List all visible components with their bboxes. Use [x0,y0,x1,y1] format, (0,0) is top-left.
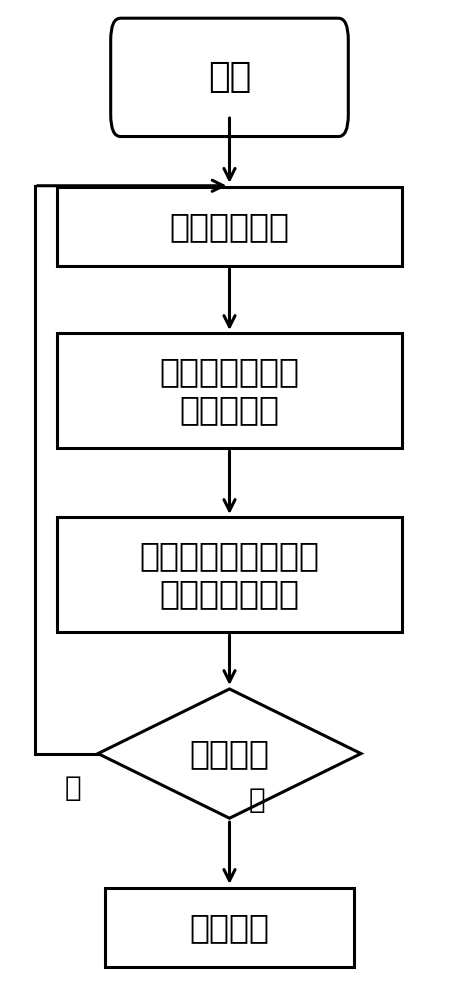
FancyBboxPatch shape [111,18,348,137]
Bar [57,517,402,632]
Text: 故障报警: 故障报警 [190,911,269,944]
Bar [57,333,402,448]
Text: 电弧判断: 电弧判断 [190,737,269,770]
Text: 开始: 开始 [208,60,251,94]
Polygon shape [98,689,361,818]
Text: 归一化熵值，计算与
聚类中心的距离: 归一化熵值，计算与 聚类中心的距离 [140,539,319,610]
Bar [105,888,354,967]
Text: 信号处理，并提
取特征向量: 信号处理，并提 取特征向量 [159,355,300,426]
Text: 否: 否 [65,774,81,802]
Text: 采集母线电流: 采集母线电流 [169,210,290,243]
Text: 是: 是 [248,786,265,814]
Bar [57,187,402,266]
